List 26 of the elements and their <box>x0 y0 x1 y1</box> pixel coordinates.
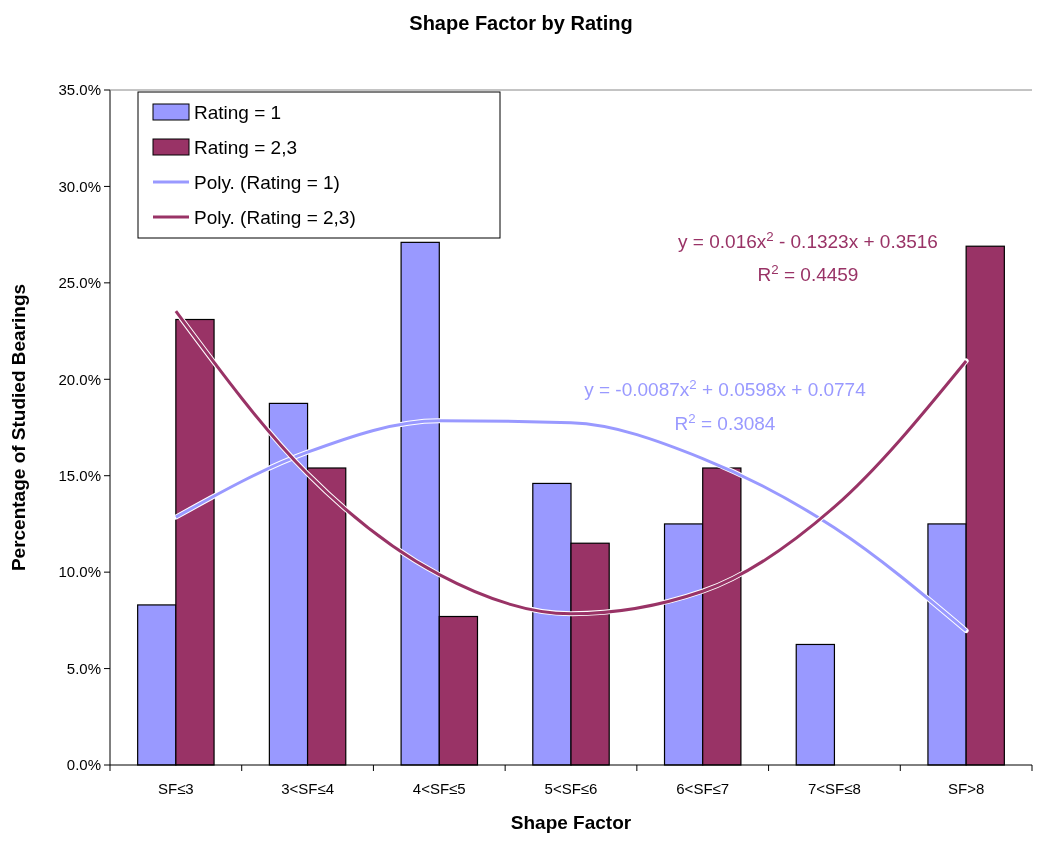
x-tick-label: 7<SF≤8 <box>808 780 861 797</box>
annotation: y = 0.016x$^{2}$ - 0.1323x + 0.3516 <box>678 228 938 252</box>
y-axis-title: Percentage of Studied Bearings <box>8 283 29 572</box>
y-tick-label: 25.0% <box>58 274 101 292</box>
legend-label: Rating = 1 <box>194 101 282 123</box>
legend-label: Poly. (Rating = 2,3) <box>194 206 356 228</box>
chart-title: Shape Factor by Rating <box>409 12 633 34</box>
y-tick-label: 0.0% <box>66 756 101 774</box>
x-tick-label: SF≤3 <box>157 780 194 797</box>
x-tick-label: 5<SF≤6 <box>544 780 598 797</box>
x-tick-label: 6<SF≤7 <box>676 780 730 797</box>
x-tick-label: 4<SF≤5 <box>412 780 466 797</box>
y-tick-label: 10.0% <box>58 563 101 581</box>
x-tick-label: 3<SF≤4 <box>281 780 334 797</box>
y-tick-label: 20.0% <box>58 370 101 388</box>
y-tick-label: 30.0% <box>58 177 101 195</box>
annotation: R$^{2}$ = 0.4459 <box>757 261 859 285</box>
legend-label: Poly. (Rating = 1) <box>194 171 340 193</box>
annotation: R$^{2}$ = 0.3084 <box>674 410 776 434</box>
annotation: y = -0.0087x$^{2}$ + 0.0598x + 0.0774 <box>584 376 867 400</box>
y-tick-label: 35.0% <box>58 81 101 99</box>
x-tick-label: SF>8 <box>948 780 985 797</box>
legend-label: Rating = 2,3 <box>194 136 297 158</box>
y-tick-label: 15.0% <box>58 466 101 484</box>
x-axis-title: Shape Factor <box>510 812 632 833</box>
y-tick-label: 5.0% <box>66 659 101 677</box>
